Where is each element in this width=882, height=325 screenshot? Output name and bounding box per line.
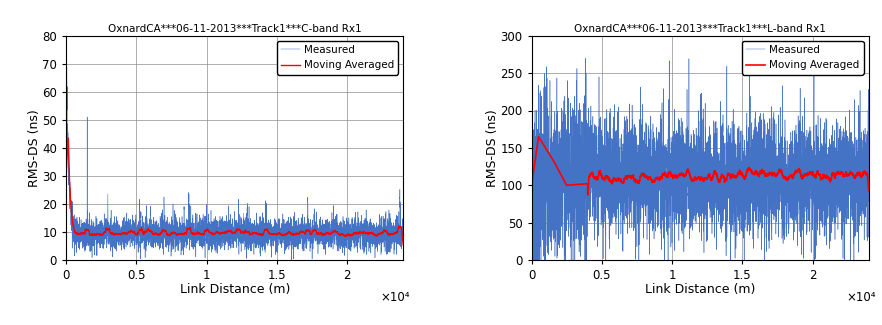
Y-axis label: RMS-DS (ns): RMS-DS (ns) [486,109,499,187]
Measured [61,34,71,38]
X-axis label: Link Distance (m): Link Distance (m) [645,283,755,296]
Moving Averaged [863,189,874,193]
Y-axis label: RMS-DS (ns): RMS-DS (ns) [28,109,41,187]
Moving Averaged [280,232,291,236]
Measured [263,238,273,242]
Measured [729,180,739,184]
Moving Averaged [655,176,666,180]
Measured [287,258,297,262]
Measured [587,114,598,118]
Moving Averaged [190,232,200,236]
Measured [778,233,789,237]
Measured [527,127,537,131]
Moving Averaged [61,176,71,179]
Legend: Measured, Moving Averaged: Measured, Moving Averaged [277,41,398,74]
Line: Moving Averaged: Moving Averaged [532,136,869,195]
Measured [863,200,874,204]
Text: ×10⁴: ×10⁴ [846,292,876,305]
Measured [190,245,200,249]
Measured [280,235,291,239]
Line: Moving Averaged: Moving Averaged [66,138,403,246]
Moving Averaged [534,135,544,138]
Measured [312,233,323,237]
Moving Averaged [582,193,593,197]
Moving Averaged [527,183,537,187]
Measured [655,112,666,116]
Moving Averaged [338,233,348,237]
Measured [527,258,537,262]
Moving Averaged [729,174,739,178]
Measured [744,43,755,47]
Moving Averaged [123,231,133,235]
Moving Averaged [263,230,273,234]
Moving Averaged [745,168,756,172]
Moving Averaged [804,172,814,176]
Measured [745,146,756,150]
Text: ×10⁴: ×10⁴ [381,292,410,305]
Measured [398,238,408,242]
X-axis label: Link Distance (m): Link Distance (m) [180,283,290,296]
Measured [122,243,132,247]
Line: Measured: Measured [66,36,403,260]
Line: Measured: Measured [532,45,869,260]
Moving Averaged [63,136,73,140]
Legend: Measured, Moving Averaged: Measured, Moving Averaged [742,41,863,74]
Moving Averaged [312,232,323,236]
Title: OxnardCA***06-11-2013***Track1***L-band Rx1: OxnardCA***06-11-2013***Track1***L-band … [574,24,826,33]
Title: OxnardCA***06-11-2013***Track1***C-band Rx1: OxnardCA***06-11-2013***Track1***C-band … [108,24,362,33]
Measured [338,224,348,228]
Moving Averaged [398,244,408,248]
Moving Averaged [587,173,598,176]
Moving Averaged [778,174,789,177]
Measured [804,132,814,136]
